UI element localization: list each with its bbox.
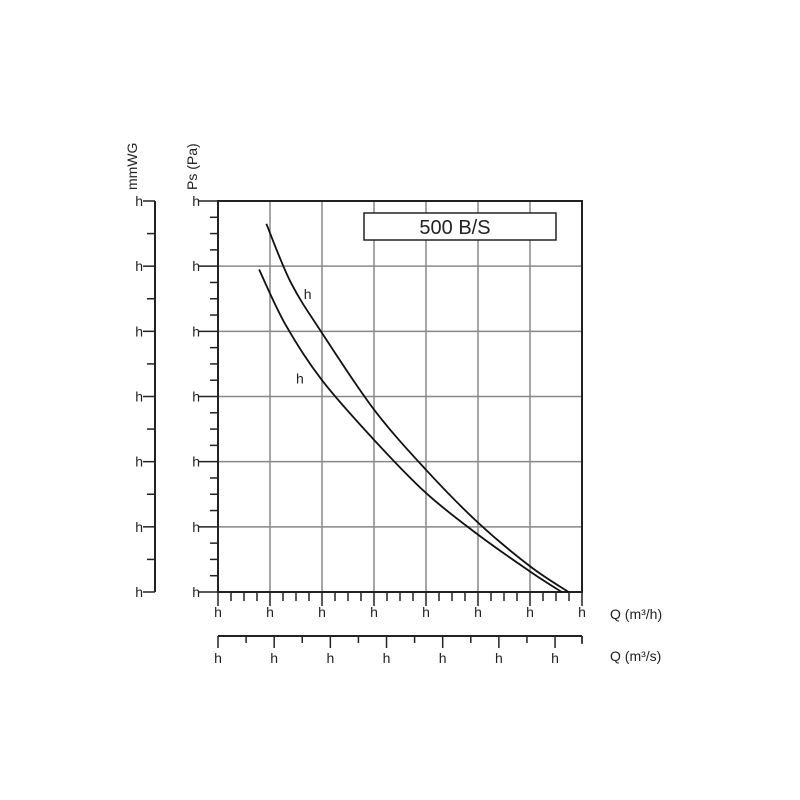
x-tick-label: h xyxy=(578,604,586,620)
x-tick-label: h xyxy=(266,604,274,620)
chart-title: 500 B/S xyxy=(419,217,490,239)
m3s-tick-label: h xyxy=(214,650,222,666)
mmwg-tick-label: h xyxy=(135,389,143,405)
curve-4t xyxy=(265,223,569,593)
mmwg-tick-label: h xyxy=(135,519,143,535)
curve-label-4m: h xyxy=(296,370,304,386)
m3s-tick-label: h xyxy=(439,650,447,666)
x-axis-label-m3h: Q (m³/h) xyxy=(610,606,662,622)
x-tick-label: h xyxy=(214,604,222,620)
y-tick-label: h xyxy=(192,454,200,470)
m3s-tick-label: h xyxy=(383,650,391,666)
x-tick-label: h xyxy=(526,604,534,620)
y-tick-label: h xyxy=(192,389,200,405)
curve-label-4t: h xyxy=(304,286,312,302)
mmwg-tick-label: h xyxy=(135,193,143,209)
m3s-tick-label: h xyxy=(495,650,503,666)
grid xyxy=(217,200,583,593)
m3s-tick-label: h xyxy=(270,650,278,666)
x-tick-label: h xyxy=(370,604,378,620)
y-tick-label: h xyxy=(192,584,200,600)
y-tick-label: h xyxy=(192,193,200,209)
y-axis-label-pa: Ps (Pa) xyxy=(184,143,200,190)
title-box: 500 B/S xyxy=(363,212,557,241)
mmwg-tick-label: h xyxy=(135,258,143,274)
x-axis-label-m3s: Q (m³/s) xyxy=(610,648,661,664)
mmwg-tick-label: h xyxy=(135,454,143,470)
x-tick-label: h xyxy=(474,604,482,620)
mmwg-tick-label: h xyxy=(135,584,143,600)
curve-4m xyxy=(258,269,563,593)
y-axis-label-mmwg: mmWG xyxy=(124,143,140,190)
m3s-tick-label: h xyxy=(551,650,559,666)
mmwg-tick-label: h xyxy=(135,323,143,339)
x-tick-label: h xyxy=(422,604,430,620)
y-tick-label: h xyxy=(192,323,200,339)
m3s-tick-label: h xyxy=(326,650,334,666)
y-tick-label: h xyxy=(192,519,200,535)
x-tick-label: h xyxy=(318,604,326,620)
y-tick-label: h xyxy=(192,258,200,274)
